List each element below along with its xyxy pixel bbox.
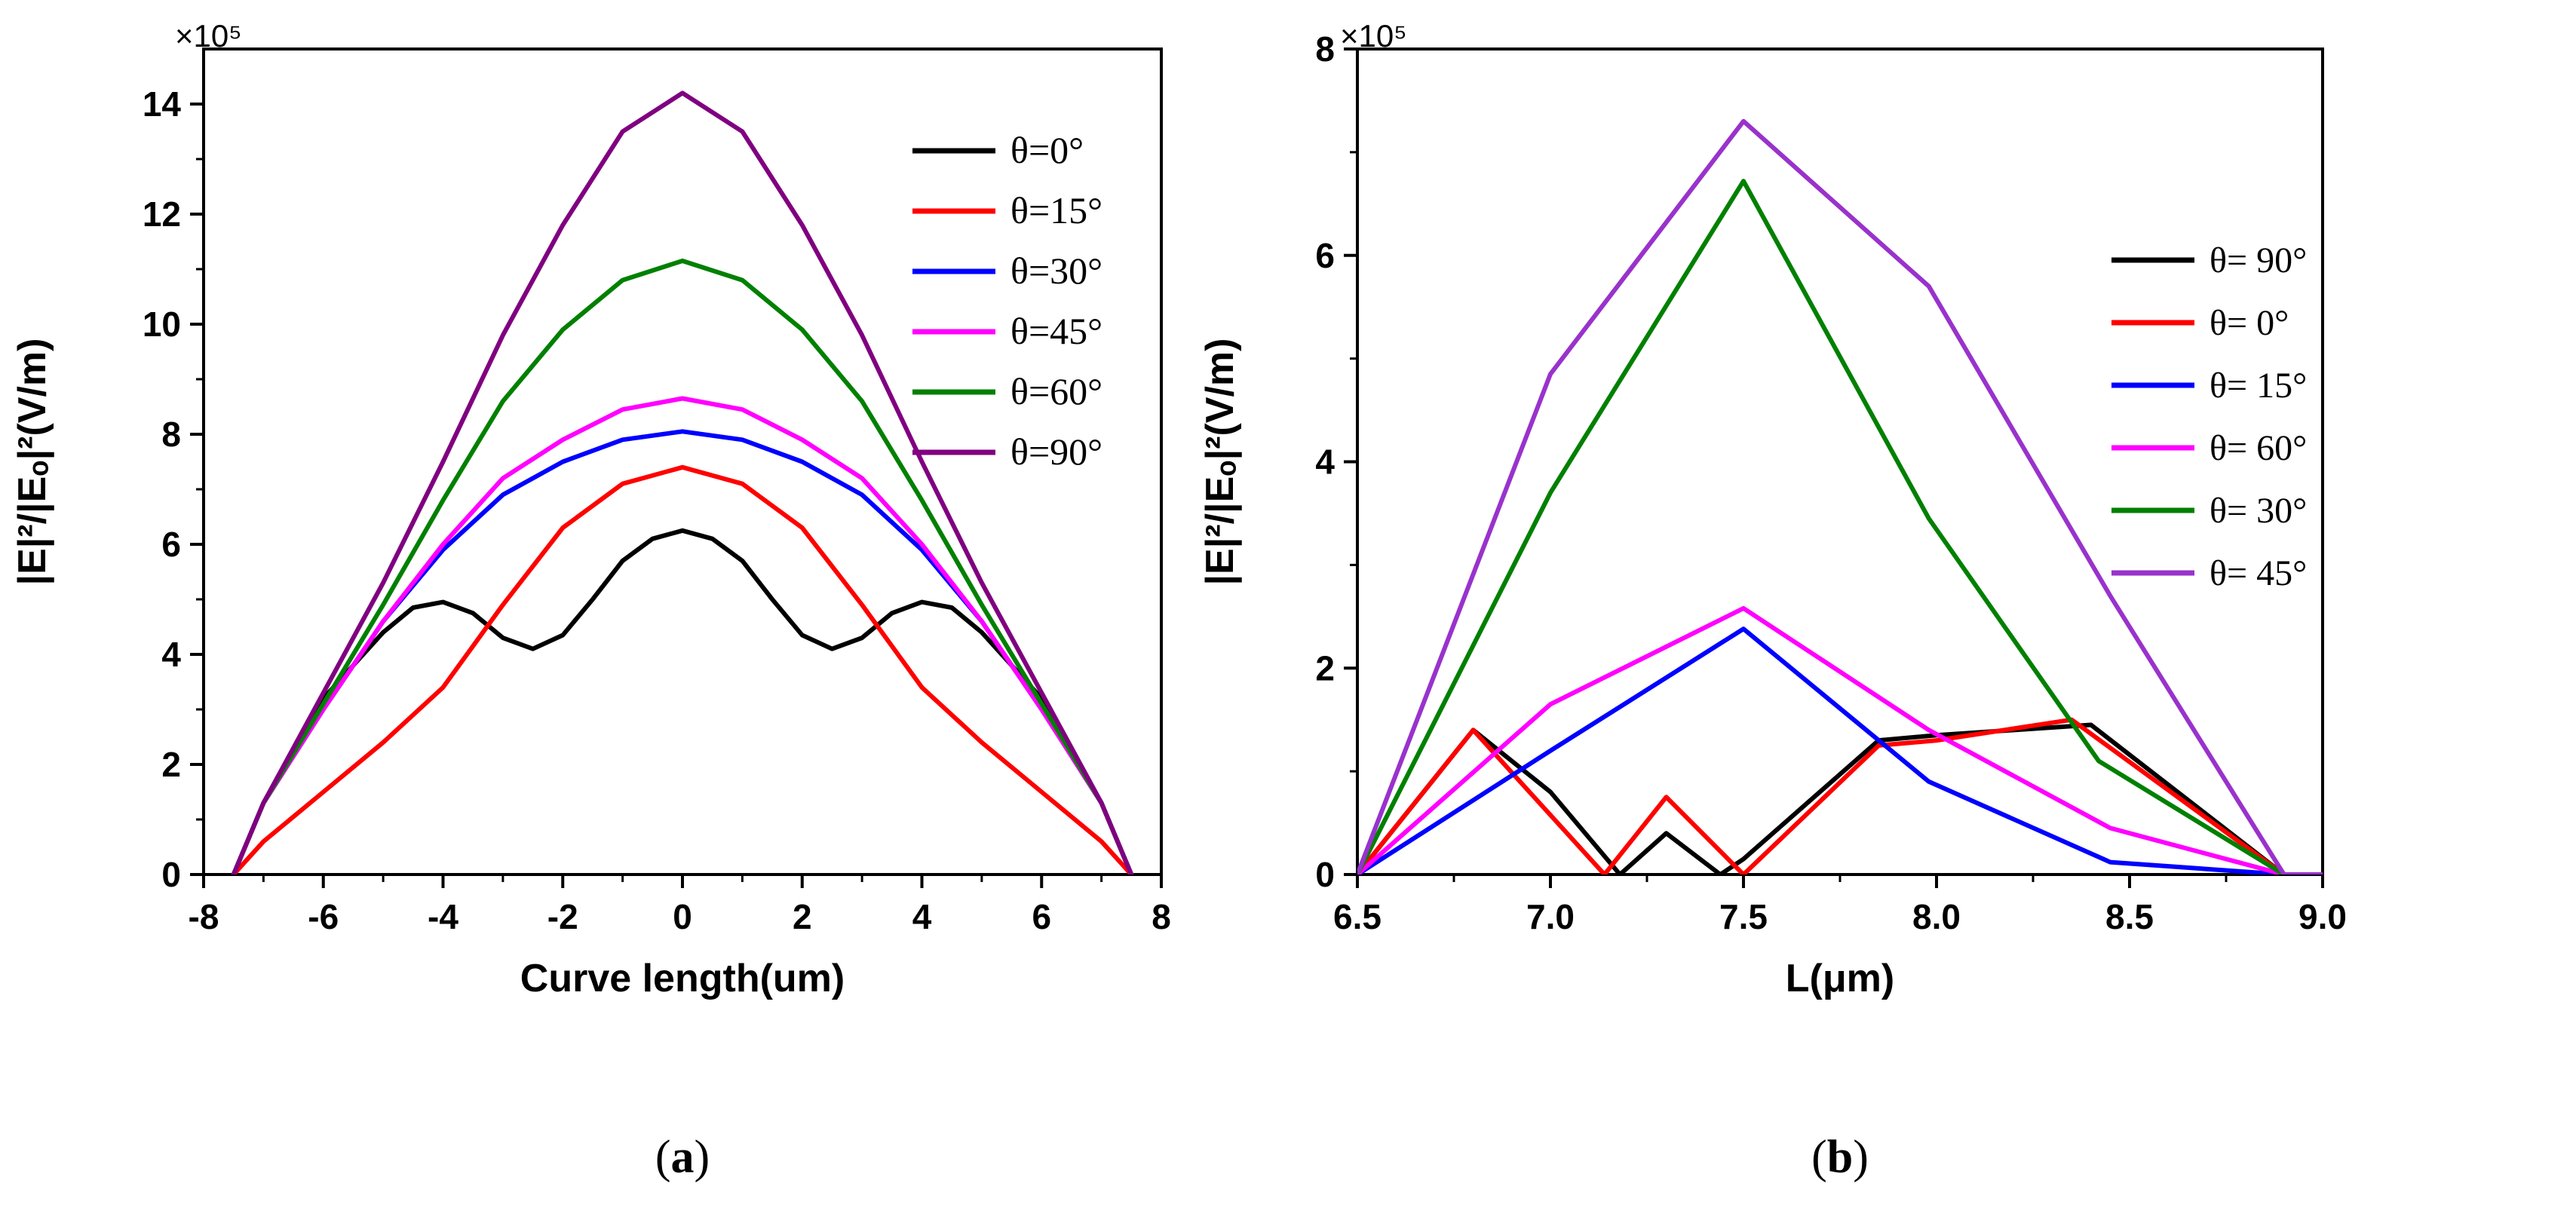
legend-label: θ= 15° (2210, 366, 2307, 406)
y-tick-label: 4 (1315, 443, 1335, 482)
panel-label-close: ) (695, 1132, 710, 1183)
series-line-4 (1357, 605, 2323, 875)
y-tick-label: 2 (1315, 648, 1335, 688)
series-line-5 (231, 259, 1134, 875)
panel-label: (a) (655, 1132, 710, 1183)
panel-label-letter: a (671, 1132, 695, 1183)
y-tick-label: 6 (161, 525, 181, 564)
x-tick-label: 2 (793, 897, 812, 936)
legend-label: θ=45° (1010, 310, 1102, 352)
y-axis-label: |E|²/|Eₒ|²(V/m) (1198, 338, 1242, 586)
y-tick-label: 6 (1315, 236, 1335, 275)
x-tick-label: 8 (1152, 897, 1171, 936)
legend-label: θ=90° (1010, 430, 1102, 473)
axis-multiplier: ×10⁵ (1340, 18, 1407, 54)
series-group (1357, 118, 2323, 875)
x-tick-label: 4 (912, 897, 932, 936)
legend-label: θ= 45° (2210, 553, 2307, 593)
x-tick-label: 9.0 (2298, 897, 2347, 936)
x-axis-label: L(μm) (1786, 957, 1894, 1000)
x-tick-label: 7.0 (1526, 897, 1575, 936)
series-line-4 (231, 396, 1134, 875)
series-group (231, 90, 1134, 875)
legend-label: θ=15° (1010, 189, 1102, 231)
x-axis-label: Curve length(um) (520, 957, 845, 1000)
x-tick-label: 8.0 (1912, 897, 1961, 936)
x-tick-label: 0 (673, 897, 692, 936)
x-tick-label: -4 (428, 897, 458, 936)
y-tick-label: 14 (143, 84, 182, 124)
series-line-3 (1357, 626, 2323, 875)
series-line-6 (1357, 118, 2323, 875)
y-tick-label: 10 (143, 305, 181, 344)
legend-label: θ= 30° (2210, 491, 2307, 531)
panel-a-chart: -8 -6 -4 -2 0 2 4 6 8 0 2 4 6 8 10 12 14 ×10⁵ Curve length… (11, 18, 1171, 1183)
y-tick-label: 8 (1315, 29, 1335, 69)
x-tick-label: -6 (308, 897, 339, 936)
y-tick-label: 2 (161, 745, 181, 784)
y-tick-label: 0 (1315, 855, 1335, 894)
series-line-3 (231, 429, 1134, 875)
axis-multiplier: ×10⁵ (175, 18, 242, 54)
legend-label: θ=60° (1010, 370, 1102, 412)
x-tick-label: 6 (1032, 897, 1051, 936)
x-tick-label: -2 (547, 897, 578, 936)
legend-label: θ=0° (1010, 129, 1084, 171)
panel-label-open: ( (655, 1132, 671, 1183)
series-line-2 (1357, 717, 2323, 875)
panel-label-close: ) (1853, 1132, 1869, 1183)
series-line-6 (231, 90, 1134, 875)
series-line-5 (1357, 179, 2323, 875)
y-tick-label: 12 (143, 195, 181, 234)
series-line-2 (231, 464, 1134, 875)
y-axis-label: |E|²/|Eₒ|²(V/m) (11, 338, 54, 586)
x-tick-label: -8 (189, 897, 219, 936)
series-line-1 (231, 528, 1134, 875)
legend-label: θ= 90° (2210, 240, 2307, 280)
panel-b-chart: 6.5 7.0 7.5 8.0 8.5 9.0 0 2 4 6 8 ×10⁵ L(μm) |E|²/|Eₒ… (1198, 18, 2347, 1183)
legend-label: θ= 60° (2210, 428, 2307, 468)
series-line-1 (1357, 722, 2323, 875)
legend-label: θ= 0° (2210, 303, 2289, 343)
y-tick-label: 8 (161, 415, 181, 454)
x-tick-label: 7.5 (1719, 897, 1768, 936)
panel-label-letter: b (1827, 1132, 1853, 1183)
y-tick-label: 0 (161, 855, 181, 894)
x-tick-label: 8.5 (2105, 897, 2154, 936)
panel-label: (b) (1811, 1132, 1869, 1183)
legend-label: θ=30° (1010, 250, 1102, 292)
panel-label-open: ( (1811, 1132, 1827, 1183)
y-tick-label: 4 (161, 635, 181, 674)
x-tick-label: 6.5 (1333, 897, 1382, 936)
